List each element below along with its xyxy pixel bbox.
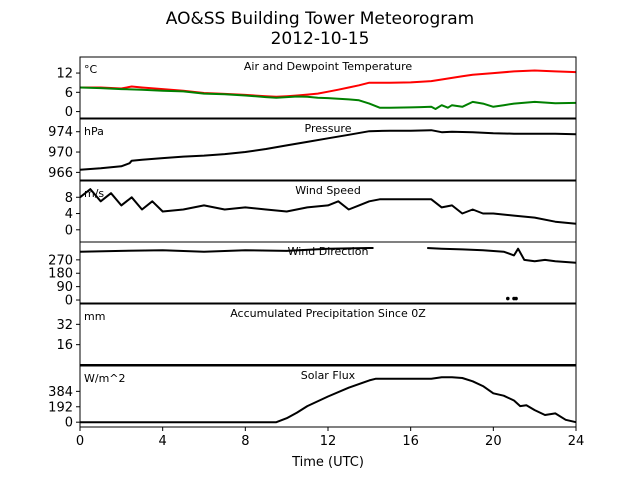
panel-3-ytick-label-0: 0 bbox=[65, 294, 73, 309]
panel-0-frame bbox=[79, 56, 577, 119]
panel-2: 048 Wind Speed m/s bbox=[65, 180, 577, 243]
panel-5-ytick-label-2: 384 bbox=[48, 385, 73, 400]
panel-1: 966 970 974 Pressure hPa bbox=[48, 118, 577, 181]
panel-3-point-2 bbox=[514, 296, 518, 301]
panel-3-title: Wind Direction bbox=[288, 245, 369, 258]
panel-5-title: Solar Flux bbox=[301, 369, 356, 382]
panel-4-ytick-label-0: 16 bbox=[56, 338, 73, 353]
panel-2-ytick-label-0: 0 bbox=[65, 223, 73, 238]
panel-0-series-1 bbox=[79, 86, 577, 110]
panel-0-series-0 bbox=[80, 69, 577, 98]
panel-3-series-0 bbox=[79, 247, 374, 253]
panel-1-ytick-label-0: 966 bbox=[48, 166, 73, 181]
panel-2-ytick-label-1: 4 bbox=[65, 207, 73, 222]
panel-1-ytick-label-1: 970 bbox=[48, 146, 73, 161]
panel-0-unit: °C bbox=[84, 63, 98, 76]
panel-4-unit: mm bbox=[84, 310, 105, 323]
panel-2-title: Wind Speed bbox=[295, 184, 361, 197]
x-tick-label-6: 24 bbox=[568, 434, 585, 449]
time-axis: 0 4 8 12 16 20 24 bbox=[76, 427, 584, 449]
x-axis-label: Time (UTC) bbox=[291, 455, 364, 470]
x-tick-label-3: 12 bbox=[320, 434, 337, 449]
panel-5-unit: W/m^2 bbox=[84, 372, 126, 385]
panel-1-title: Pressure bbox=[305, 122, 352, 135]
panel-4-title: Accumulated Precipitation Since 0Z bbox=[230, 307, 426, 320]
panel-5-ytick-label-0: 0 bbox=[65, 416, 73, 431]
x-tick-label-1: 4 bbox=[159, 434, 167, 449]
panel-2-series-0 bbox=[79, 188, 577, 225]
panel-2-unit: m/s bbox=[84, 187, 104, 200]
figure-subtitle: 2012-10-15 bbox=[271, 29, 370, 49]
panel-2-ytick-label-2: 8 bbox=[65, 191, 73, 206]
panel-1-ytick-label-2: 974 bbox=[48, 125, 73, 140]
panel-3-ytick-label-1: 90 bbox=[56, 280, 73, 295]
panel-0: 0 6 12 Air and Dewpoint Temperature °C bbox=[56, 56, 577, 120]
panel-0-ytick-label-2: 12 bbox=[56, 67, 73, 82]
panel-1-unit: hPa bbox=[84, 125, 104, 138]
panel-3-point-0 bbox=[506, 296, 510, 301]
panel-0-title: Air and Dewpoint Temperature bbox=[244, 60, 412, 73]
panel-3-series-1 bbox=[427, 247, 577, 264]
panel-3-frame bbox=[79, 241, 577, 304]
panel-4-frame bbox=[79, 303, 577, 366]
panel-1-series-0 bbox=[79, 129, 577, 171]
x-tick-label-5: 20 bbox=[485, 434, 502, 449]
figure-title: AO&SS Building Tower Meteorogram bbox=[166, 9, 474, 29]
x-tick-label-4: 16 bbox=[402, 434, 419, 449]
panel-0-ytick-label-0: 0 bbox=[65, 105, 73, 120]
x-tick-label-0: 0 bbox=[76, 434, 84, 449]
panel-5-series-0 bbox=[80, 376, 577, 424]
chart-panels: 0 6 12 Air and Dewpoint Temperature °C 966 970… bbox=[48, 56, 577, 431]
panel-3-ytick-label-3: 270 bbox=[48, 253, 73, 268]
panel-5-ytick-label-1: 192 bbox=[48, 400, 73, 415]
panel-4-ytick-label-1: 32 bbox=[56, 318, 73, 333]
panel-4: 16 32 Accumulated Precipitation Since 0Z mm bbox=[56, 303, 577, 366]
panel-0-ytick-label-1: 6 bbox=[65, 86, 73, 101]
panel-3-ytick-label-2: 180 bbox=[48, 267, 73, 282]
x-tick-label-2: 8 bbox=[241, 434, 249, 449]
panel-1-frame bbox=[79, 118, 577, 181]
